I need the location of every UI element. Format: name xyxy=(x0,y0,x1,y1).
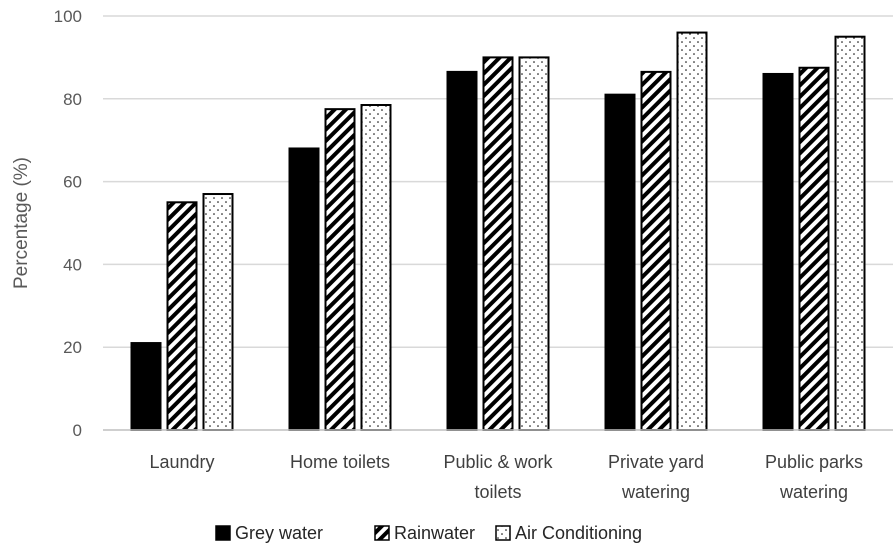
legend-swatch xyxy=(215,525,231,541)
bar-air-conditioning xyxy=(518,56,550,432)
y-axis-label: Percentage (%) xyxy=(11,157,32,289)
legend-label: Air Conditioning xyxy=(515,523,642,543)
legend-label: Grey water xyxy=(235,523,323,543)
bar-air-conditioning xyxy=(202,193,234,431)
legend: Grey water Rainwater Air Conditioning xyxy=(215,523,642,543)
bar-grey-water xyxy=(604,93,636,431)
y-tick-label: 20 xyxy=(63,338,82,357)
x-category-label: Laundry xyxy=(149,452,214,472)
bar-rainwater xyxy=(640,70,672,431)
bar-rainwater xyxy=(482,56,514,432)
bars xyxy=(130,31,866,432)
x-category-label: Public & work xyxy=(443,452,553,472)
bar-grey-water xyxy=(130,342,162,431)
bar-rainwater xyxy=(798,66,830,431)
x-category-label: watering xyxy=(621,482,690,502)
x-category-label: toilets xyxy=(474,482,521,502)
legend-swatch xyxy=(374,525,390,541)
x-axis-categories: Laundry Home toilets Public & work toilets P… xyxy=(149,452,863,502)
bar-rainwater xyxy=(324,108,356,432)
legend-label: Rainwater xyxy=(394,523,475,543)
bar-grey-water xyxy=(288,147,320,431)
y-tick-label: 100 xyxy=(54,7,82,26)
x-category-label: watering xyxy=(779,482,848,502)
y-tick-label: 0 xyxy=(73,421,82,440)
x-category-label: Home toilets xyxy=(290,452,390,472)
y-tick-label: 80 xyxy=(63,90,82,109)
legend-swatch xyxy=(495,525,511,541)
bar-air-conditioning xyxy=(676,31,708,432)
x-category-label: Private yard xyxy=(608,452,704,472)
bar-grey-water xyxy=(762,72,794,432)
bar-air-conditioning xyxy=(360,104,392,431)
y-tick-label: 40 xyxy=(63,255,82,274)
x-category-label: Public parks xyxy=(765,452,863,472)
y-axis-ticks: 0 20 40 60 80 100 xyxy=(54,7,82,440)
y-tick-label: 60 xyxy=(63,173,82,192)
bar-grey-water xyxy=(446,70,478,431)
bar-air-conditioning xyxy=(834,35,866,431)
bar-rainwater xyxy=(166,201,198,431)
